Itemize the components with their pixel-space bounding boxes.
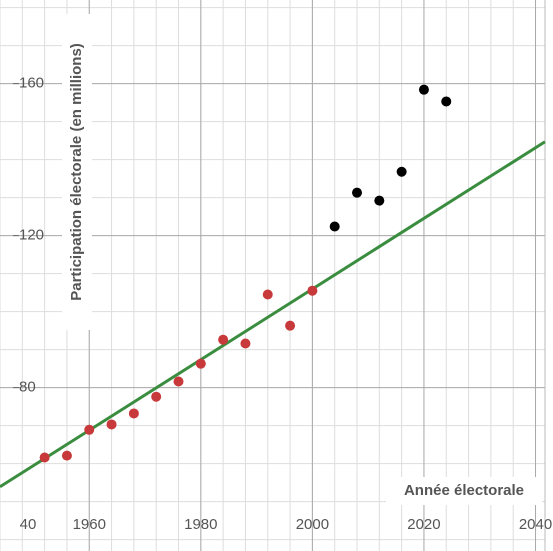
- data-point: [106, 419, 117, 430]
- x-tick-label: 1960: [73, 516, 106, 533]
- data-point: [441, 96, 452, 107]
- data-point: [329, 221, 340, 232]
- data-point: [240, 338, 251, 349]
- marks: [0, 84, 546, 489]
- data-point: [396, 166, 407, 177]
- ticks: 40 1960 1980 2000 2020 2040 80 120 160: [13, 75, 552, 533]
- x-tick-label: 2040: [519, 516, 552, 533]
- data-point: [418, 84, 429, 95]
- y-tick-label: 160: [19, 75, 44, 92]
- y-tick-label: 120: [19, 227, 44, 244]
- data-point: [285, 320, 296, 331]
- data-point: [173, 376, 184, 387]
- y-axis-label: Participation électorale (en millions): [68, 43, 85, 301]
- data-point: [151, 391, 162, 402]
- data-point: [352, 187, 363, 198]
- x-label-bg: [386, 477, 542, 505]
- x-tick-label: 2020: [407, 516, 440, 533]
- x-tick-label: 40: [20, 516, 37, 533]
- x-tick-label: 2000: [296, 516, 329, 533]
- data-point: [262, 289, 273, 300]
- y-label-bg: [62, 14, 92, 330]
- data-point: [374, 195, 385, 206]
- data-point: [39, 452, 50, 463]
- data-point: [218, 334, 229, 345]
- x-tick-label: 1980: [184, 516, 217, 533]
- data-point: [128, 408, 139, 419]
- data-point: [61, 450, 72, 461]
- data-point: [84, 424, 95, 435]
- data-point: [307, 285, 318, 296]
- x-axis-label: Année électorale: [404, 482, 524, 499]
- y-tick-label: 80: [19, 379, 36, 396]
- data-point: [195, 358, 206, 369]
